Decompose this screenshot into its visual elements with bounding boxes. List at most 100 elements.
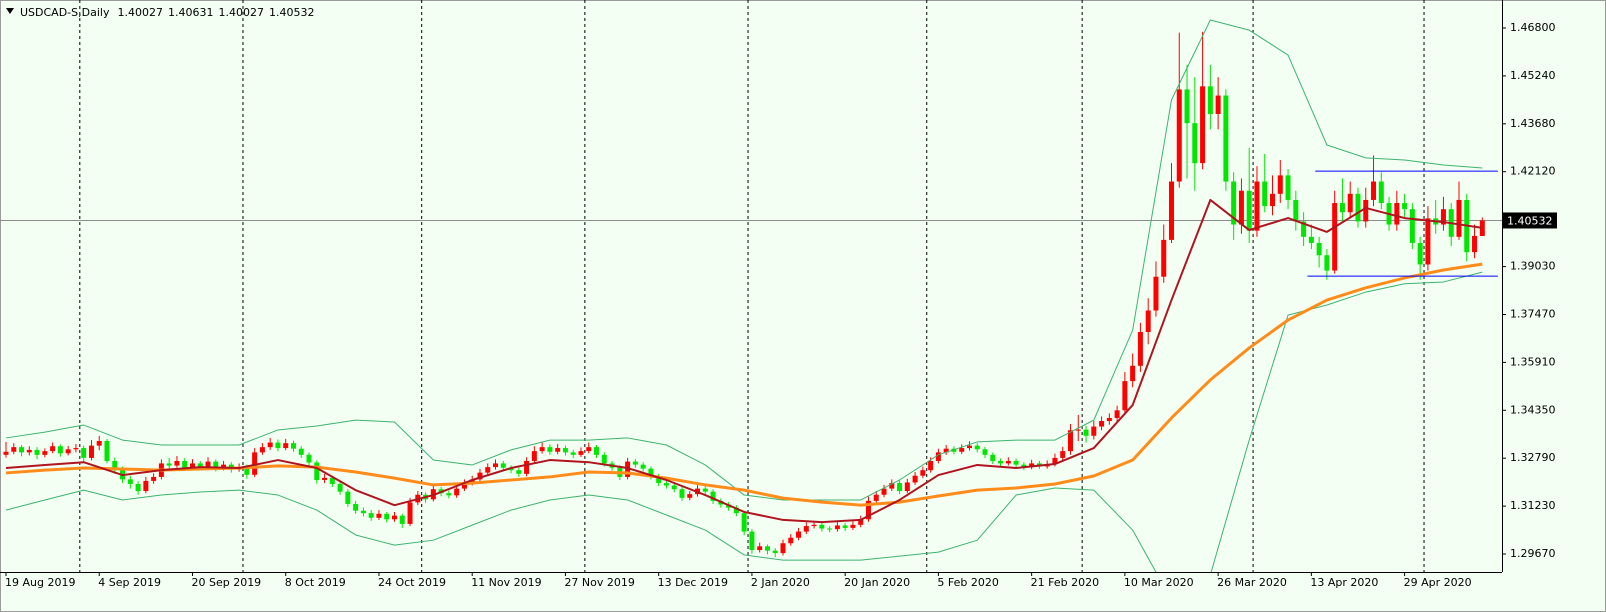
candle-body — [1223, 95, 1229, 182]
candle-body — [213, 461, 219, 469]
candle-body — [1169, 181, 1174, 240]
x-tick-label: 11 Nov 2019 — [471, 576, 541, 589]
candle-body — [586, 447, 592, 452]
candle-body — [493, 463, 499, 468]
y-tick-label: 1.32790 — [1510, 451, 1556, 464]
candle-body — [912, 475, 918, 483]
candle-body — [127, 479, 133, 484]
candle-body — [500, 463, 506, 468]
candle-body — [384, 513, 390, 520]
candle-body — [151, 476, 157, 481]
candle-body — [1363, 199, 1369, 222]
candle-body — [485, 467, 491, 473]
candle-body — [819, 524, 825, 529]
x-tick-label: 20 Sep 2019 — [191, 576, 261, 589]
candle-body — [353, 503, 359, 511]
candle-body — [516, 470, 522, 474]
y-tick-label: 1.37470 — [1510, 307, 1556, 320]
candle-body — [733, 507, 739, 514]
candle-body — [461, 483, 467, 489]
candle-body — [1106, 417, 1112, 422]
candle-body — [1021, 464, 1027, 468]
candle-body — [555, 448, 561, 452]
candle-body — [469, 479, 475, 484]
candle-body — [1137, 331, 1143, 366]
candle-body — [1316, 242, 1322, 256]
candle-body — [834, 525, 840, 530]
candle-body — [1091, 426, 1097, 436]
candle-body — [1207, 86, 1213, 114]
candle-body — [1456, 199, 1462, 237]
y-tick-label: 1.42120 — [1510, 165, 1556, 178]
candle-body — [1153, 276, 1159, 311]
x-tick-label: 13 Dec 2019 — [658, 576, 728, 589]
open-value: 1.40027 — [117, 6, 163, 19]
candle-body — [632, 461, 638, 465]
candle-body — [112, 460, 118, 471]
candle-body — [345, 491, 351, 504]
candle-body — [1176, 89, 1182, 182]
candle-body — [1425, 218, 1431, 265]
candle-body — [329, 477, 335, 484]
candle-body — [244, 467, 250, 475]
candle-body — [1145, 310, 1151, 332]
candle-body — [376, 513, 382, 518]
candle-body — [337, 483, 343, 492]
candle-body — [951, 448, 957, 452]
candle-body — [57, 446, 63, 454]
candle-body — [221, 464, 227, 469]
candle-body — [1262, 181, 1268, 207]
candle-body — [1409, 209, 1415, 243]
candle-body — [1200, 86, 1206, 164]
candles — [3, 31, 1485, 558]
candle-body — [1254, 181, 1260, 231]
candle-body — [65, 449, 71, 454]
candle-body — [1192, 123, 1198, 164]
candle-body — [26, 449, 32, 453]
candle-body — [788, 537, 794, 544]
candle-body — [1371, 181, 1377, 200]
candle-body — [1161, 239, 1167, 277]
candle-body — [935, 452, 941, 461]
candle-body — [252, 452, 258, 475]
title-marker — [6, 8, 14, 14]
candle-body — [189, 463, 195, 468]
candle-body — [959, 448, 965, 452]
candle-body — [1052, 457, 1058, 465]
indicator-line — [5, 262, 1483, 507]
candle-body — [88, 445, 94, 458]
candle-body — [539, 447, 545, 452]
candle-body — [928, 460, 934, 471]
y-tick-label: 1.35910 — [1510, 355, 1556, 368]
candle-body — [1308, 236, 1314, 243]
candle-body — [1238, 190, 1244, 225]
candle-body — [648, 468, 654, 477]
candle-body — [570, 452, 576, 455]
candle-body — [314, 462, 320, 481]
chart-title: USDCAD-S,Daily 1.40027 1.40631 1.40027 1.405… — [20, 6, 314, 19]
candle-body — [322, 477, 328, 481]
candle-body — [446, 493, 452, 496]
candle-body — [392, 515, 397, 520]
x-tick-label: 27 Nov 2019 — [564, 576, 634, 589]
x-tick-label: 5 Feb 2020 — [937, 576, 998, 589]
candle-body — [360, 510, 366, 514]
candle-body — [73, 448, 79, 450]
x-tick-label: 24 Oct 2019 — [378, 576, 446, 589]
x-tick-label: 8 Oct 2019 — [285, 576, 346, 589]
last-price-box — [1503, 212, 1557, 229]
candle-body — [656, 476, 662, 484]
candle-body — [640, 464, 646, 469]
candle-body — [50, 446, 56, 452]
candle-body — [811, 524, 817, 527]
candle-body — [780, 543, 786, 554]
close-value: 1.40532 — [269, 6, 315, 19]
candle-body — [990, 454, 996, 461]
candle-body — [594, 447, 600, 455]
candle-body — [399, 515, 405, 524]
x-tick-label: 4 Sep 2019 — [98, 576, 161, 589]
candle-body — [842, 525, 848, 528]
candle-body — [477, 472, 483, 480]
high-value: 1.40631 — [168, 6, 214, 19]
